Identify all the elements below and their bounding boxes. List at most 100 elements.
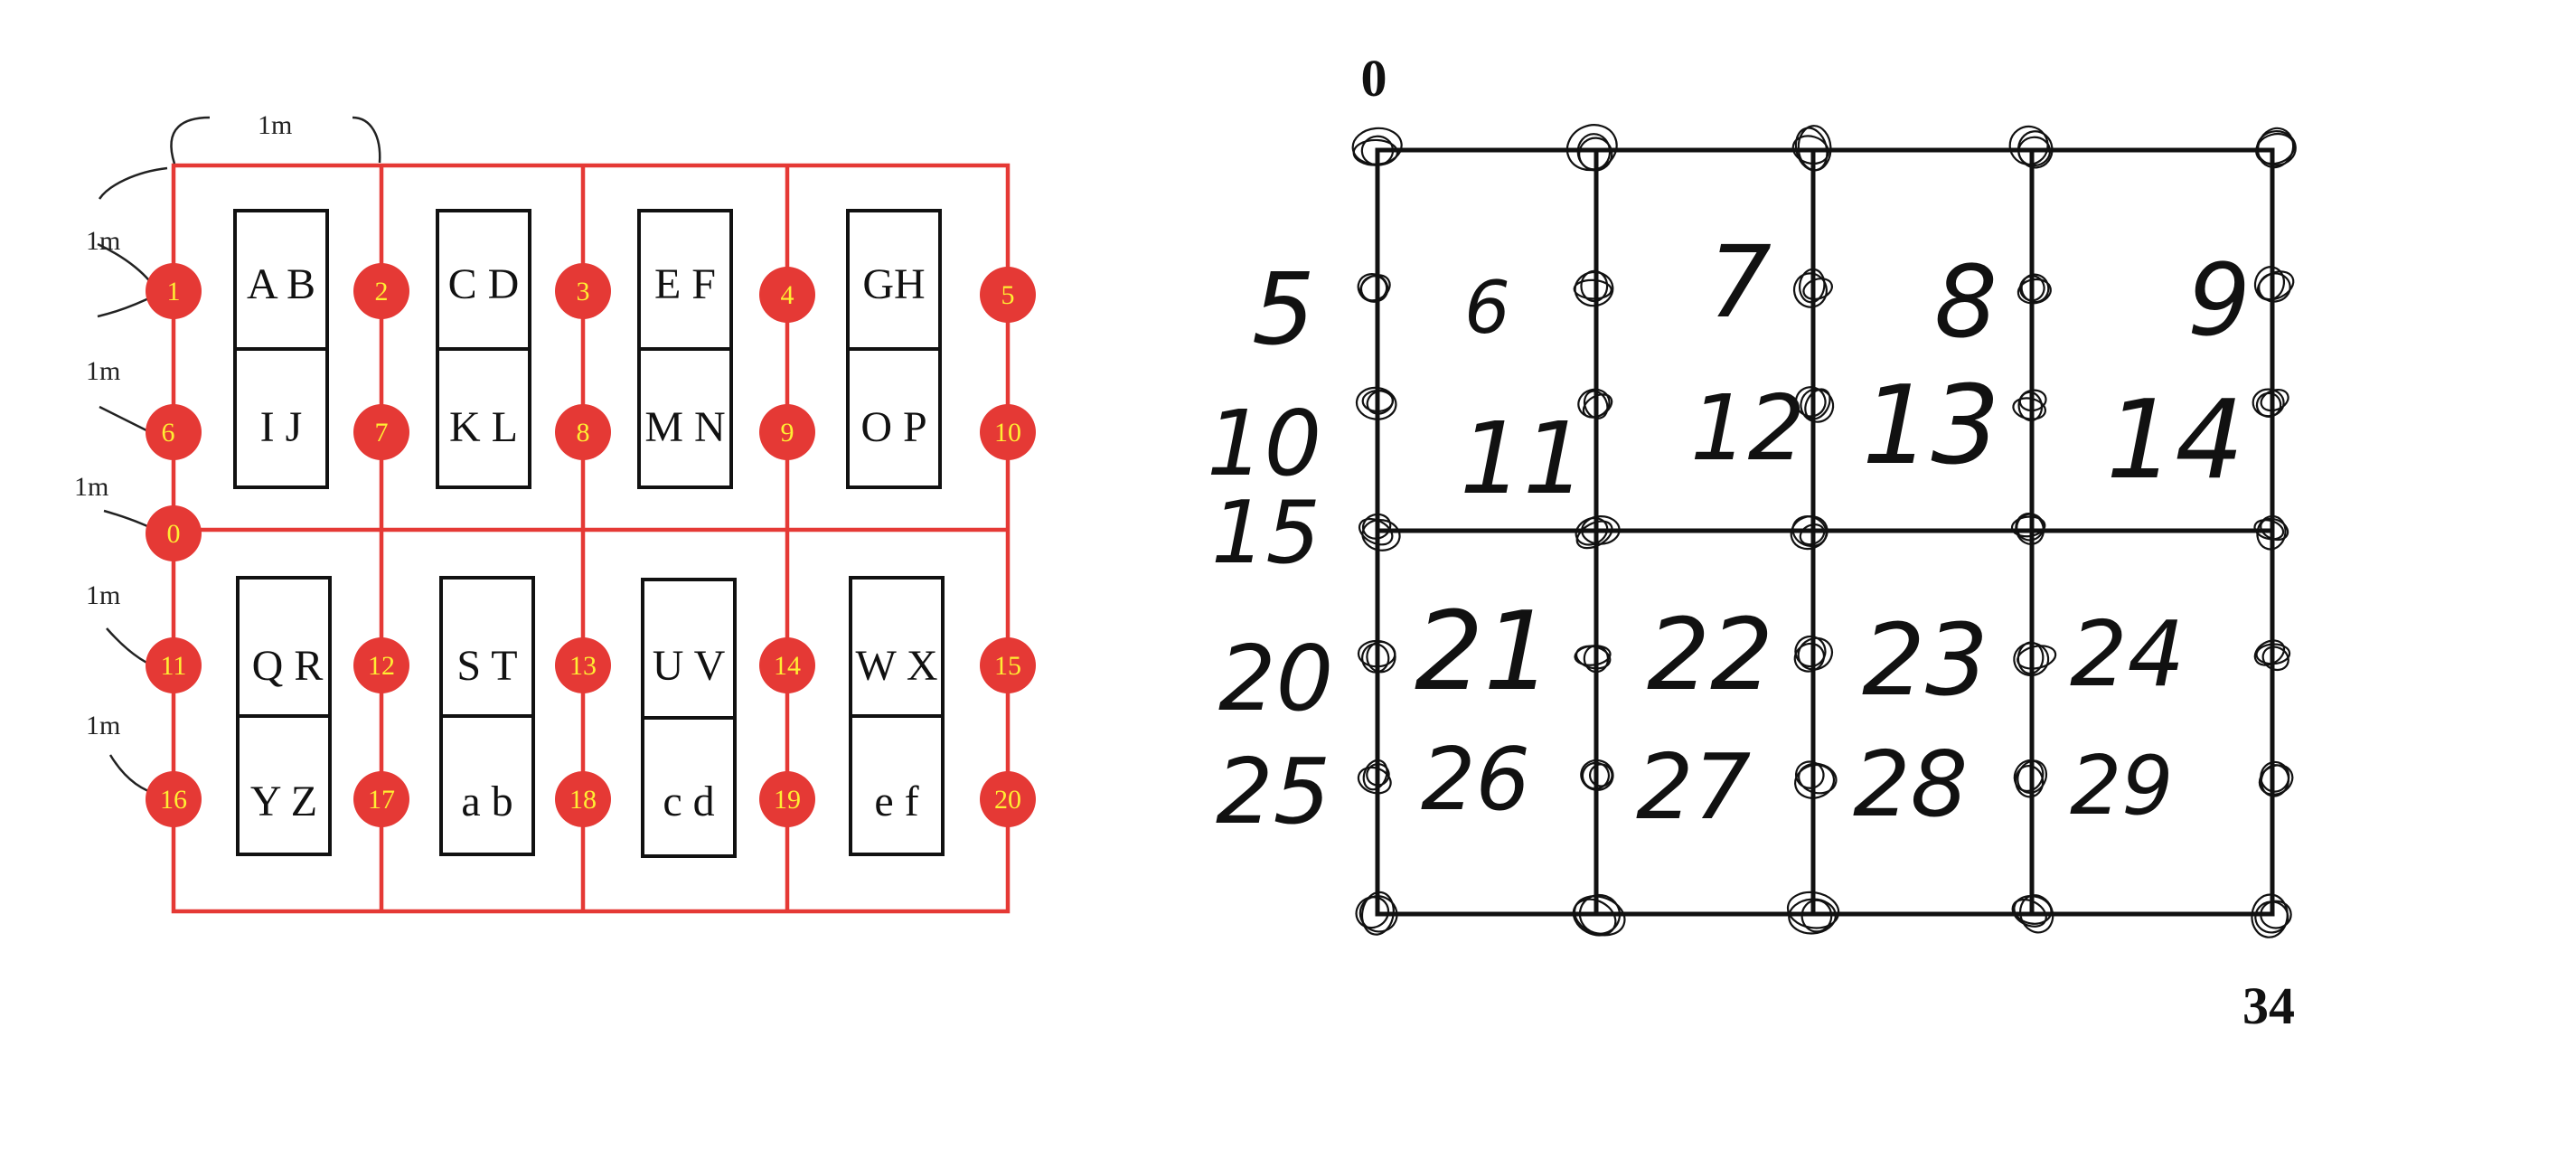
node-marker: 10: [980, 404, 1036, 460]
scribble-blob: [2018, 389, 2047, 412]
seat-label: e f: [874, 778, 918, 825]
node-label: 4: [781, 280, 794, 310]
scribble-blob: [2260, 388, 2289, 412]
scribble-blob: [1788, 898, 1837, 935]
cell-number: 12: [1690, 375, 1805, 481]
cell-number: 23: [1862, 602, 1988, 718]
scribble-blob: [1358, 517, 1394, 546]
scribble-blob: [1798, 268, 1826, 304]
scribble-blob: [2018, 275, 2045, 302]
seat-box: S T a b: [439, 576, 535, 856]
dimension-label: 1m: [258, 110, 292, 140]
seat-label: M N: [644, 403, 725, 451]
scribble-blob: [1786, 891, 1840, 929]
scribble-blob: [2255, 391, 2282, 418]
cell-number: 27: [1636, 734, 1751, 840]
node-marker: 11: [146, 637, 202, 693]
scribble-blob: [2261, 646, 2289, 672]
cell-number: 7: [1708, 224, 1772, 340]
corner-label-bottom: 34: [2242, 976, 2295, 1035]
node-label: 17: [368, 785, 395, 815]
cell-numbers: 5 6 7 8 9 10 11 12 13 14 15 20 21 22 23 …: [1207, 224, 2251, 844]
node-marker: 19: [759, 771, 815, 827]
seat-box: Q R Y Z: [236, 576, 332, 856]
node-label: 1: [167, 277, 181, 306]
cell-number: 8: [1934, 244, 1998, 360]
node-marker: 20: [980, 771, 1036, 827]
scribble-blob: [2260, 900, 2292, 929]
scribble-blob: [2017, 136, 2052, 167]
node-marker: 1: [146, 263, 202, 319]
seat-box: GH O P: [846, 209, 942, 489]
scribble-blob: [2256, 514, 2287, 551]
seat-label: GH: [862, 260, 925, 308]
scribble-blob: [1355, 386, 1397, 420]
scribble-blob: [1575, 520, 1613, 550]
dimension-label: 1m: [86, 711, 120, 740]
scribble-blob: [1352, 138, 1399, 166]
scribble-blob: [1582, 393, 1613, 419]
dimension-label: 1m: [86, 356, 120, 386]
seat-label: U V: [653, 642, 726, 690]
cell-number: 26: [1421, 731, 1530, 830]
scribble-blob: [1366, 640, 1396, 674]
node-marker: 18: [555, 771, 611, 827]
dimension-curve: [352, 116, 381, 164]
scribble-blob: [1578, 137, 1613, 172]
scribble-blob: [1797, 636, 1834, 671]
seat-label: K L: [449, 403, 518, 451]
node-label: 3: [577, 277, 590, 306]
node-marker: 14: [759, 637, 815, 693]
scribble-blob: [1366, 763, 1390, 787]
cell-number: 28: [1853, 731, 1968, 837]
seat-box: C D K L: [436, 209, 531, 489]
node-marker: 6: [146, 404, 202, 460]
scribble-blob: [2013, 895, 2053, 925]
scribble-blob: [2258, 764, 2294, 796]
node-label: 8: [577, 418, 590, 448]
node-label: 7: [375, 418, 389, 448]
cell-number: 10: [1207, 391, 1321, 496]
scribble-blob: [1361, 518, 1401, 551]
cell-number: 13: [1862, 363, 2000, 489]
scribble-blob: [2256, 270, 2295, 301]
scribble-blob: [1794, 763, 1836, 799]
scribble-blob: [1359, 895, 1398, 933]
scribble-blob: [1362, 759, 1388, 791]
scribble-blob: [1799, 523, 1826, 546]
node-label: 6: [162, 418, 175, 448]
scribble-blob: [1583, 390, 1609, 419]
dimension-label: 1m: [86, 580, 120, 610]
scribble-blob: [1355, 896, 1390, 929]
node-marker: 9: [759, 404, 815, 460]
node-markers: 1 2 3 4 5 6 7 8 9 10 0 11 12 13 14 15 16…: [146, 263, 1036, 827]
node-marker: 17: [353, 771, 409, 827]
scribble-blob: [1790, 515, 1829, 551]
seat-label: c d: [663, 778, 714, 825]
dimension-label: 1m: [74, 472, 108, 502]
scribble-blob: [1361, 643, 1390, 674]
dimension-labels: 1m 1m 1m 1m 1m 1m: [74, 110, 292, 740]
node-label: 11: [161, 651, 187, 681]
node-label: 10: [994, 418, 1021, 448]
node-label: 18: [569, 785, 597, 815]
scribble-blob: [1804, 388, 1831, 420]
right-diagram: 0 34 5 6 7 8 9 10 11 12 13 14 15 20 21 2…: [1207, 49, 2297, 1035]
scribble-blob: [2012, 397, 2047, 420]
cell-number: 5: [1252, 251, 1315, 367]
scribble-blob: [1795, 760, 1825, 789]
node-label: 2: [375, 277, 389, 306]
scribble-blob: [1802, 278, 1833, 301]
seat-label: O P: [860, 403, 926, 451]
scribble-blob: [1580, 269, 1609, 303]
cell-number: 20: [1218, 626, 1333, 731]
seat-label: A B: [247, 260, 315, 308]
scribble-blob: [2260, 517, 2289, 542]
seat-label: S T: [456, 642, 517, 690]
seat-box: E F M N: [637, 209, 733, 489]
scribble-blob: [2013, 759, 2045, 793]
seat-label: C D: [448, 260, 520, 308]
cell-number: 11: [1460, 401, 1586, 516]
seat-box: A B I J: [233, 209, 329, 489]
cell-number: 21: [1415, 589, 1553, 715]
